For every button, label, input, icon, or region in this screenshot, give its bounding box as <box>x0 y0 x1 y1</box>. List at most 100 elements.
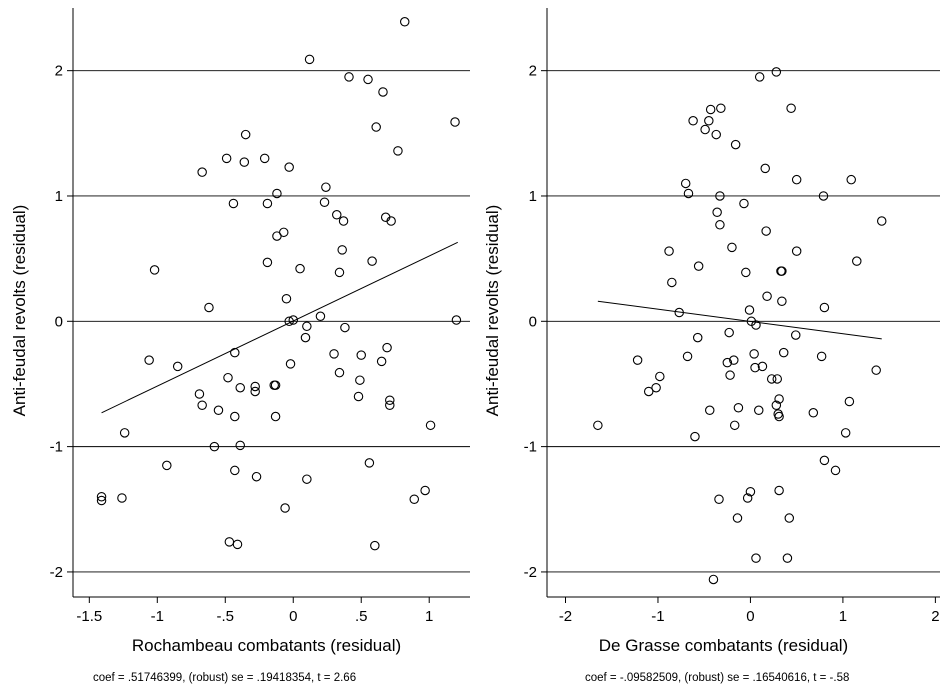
fit-line <box>597 300 882 340</box>
scatter-point <box>213 405 224 416</box>
scatter-point <box>209 441 220 452</box>
x-tick-label: 1 <box>425 608 433 625</box>
scatter-point <box>704 116 714 126</box>
scatter-point <box>751 320 761 330</box>
scatter-point <box>777 266 787 276</box>
scatter-point <box>749 349 759 359</box>
scatter-point <box>786 103 796 114</box>
scatter-point <box>777 296 787 306</box>
scatter-point <box>725 370 735 380</box>
scatter-point <box>96 495 107 506</box>
scatter-point <box>771 400 782 411</box>
scatter-point <box>281 293 292 304</box>
scatter-point <box>593 420 603 431</box>
x-axis-title: Rochambeau combatants (residual) <box>132 636 401 655</box>
scatter-point <box>712 207 722 218</box>
scatter-point <box>319 197 330 207</box>
scatter-point <box>235 440 245 451</box>
scatter-point <box>757 361 768 372</box>
scatter-point <box>774 411 784 422</box>
y-tick-label: 1 <box>55 188 63 205</box>
scatter-point <box>771 67 782 77</box>
scatter-point <box>302 474 312 484</box>
scatter-point <box>451 315 462 325</box>
scatter-point <box>700 124 710 135</box>
scatter-point <box>774 485 784 496</box>
scatter-point <box>760 163 770 174</box>
scatter-point <box>450 117 460 127</box>
scatter-point <box>722 357 733 368</box>
scatter-point <box>643 386 654 397</box>
scatter-point <box>302 321 312 332</box>
scatter-point <box>425 420 436 431</box>
scatter-point <box>754 72 765 82</box>
scatter-point <box>364 458 375 468</box>
scatter-point <box>295 263 305 274</box>
scatter-point <box>371 122 381 132</box>
scatter-point <box>692 332 703 343</box>
scatter-point <box>334 367 345 378</box>
scatter-point <box>744 305 755 315</box>
scatter-point <box>876 216 887 226</box>
y-tick-label: -1 <box>50 439 63 456</box>
scatter-point <box>774 394 784 404</box>
scatter-point <box>334 267 345 278</box>
x-tick-label: 1 <box>839 608 847 625</box>
scatter-point <box>688 116 698 126</box>
scatter-point <box>385 400 395 411</box>
scatter-point <box>730 139 741 150</box>
x-tick-label: 0 <box>746 608 754 625</box>
scatter-point <box>224 537 235 547</box>
scatter-point <box>119 428 130 438</box>
scatter-point <box>772 374 783 384</box>
scatter-point <box>340 322 350 333</box>
scatter-point <box>321 182 331 192</box>
x-tick-label: -1.5 <box>76 608 102 625</box>
scatter-point <box>338 216 349 226</box>
scatter-point <box>778 347 789 358</box>
scatter-point <box>376 356 387 367</box>
scatter-point <box>197 167 207 177</box>
y-axis-title: Anti-feudal revolts (residual) <box>10 205 29 417</box>
scatter-point <box>704 405 715 416</box>
scatter-point <box>221 153 232 164</box>
scatter-point <box>385 395 395 405</box>
scatter-point <box>272 188 282 199</box>
scatter-point <box>337 245 347 255</box>
x-tick-label: -2 <box>559 608 572 625</box>
scatter-point <box>693 261 704 271</box>
scatter-point <box>235 382 245 393</box>
regression-note: coef = -.09582509, (robust) se = .165406… <box>585 672 849 684</box>
scatter-point <box>230 465 240 476</box>
y-tick-label: 0 <box>55 313 63 330</box>
scatter-point <box>830 465 841 476</box>
scatter-point <box>162 460 172 471</box>
scatter-point <box>344 72 354 82</box>
regression-note: coef = .51746399, (robust) se = .1941835… <box>93 672 356 684</box>
scatter-point <box>382 342 392 353</box>
scatter-point <box>250 386 260 397</box>
scatter-point <box>230 347 240 358</box>
x-tick-label: -.5 <box>217 608 235 625</box>
scatter-point <box>288 315 299 325</box>
scatter-point <box>329 349 339 359</box>
scatter-point <box>356 350 366 360</box>
scatter-point <box>232 539 243 550</box>
scatter-point <box>733 403 744 413</box>
scatter-point <box>315 311 326 322</box>
scatter-point <box>840 428 851 438</box>
scatter-point <box>251 471 262 482</box>
scatter-point <box>683 188 694 199</box>
scatter-point <box>727 242 737 253</box>
scatter-point <box>708 574 719 585</box>
y-tick-label: -2 <box>524 564 537 581</box>
scatter-point <box>846 174 856 185</box>
y-tick-label: 1 <box>529 188 537 205</box>
scatter-point <box>716 103 726 114</box>
scatter-point <box>705 104 716 115</box>
y-tick-label: 2 <box>529 63 537 80</box>
y-tick-label: 2 <box>55 63 63 80</box>
scatter-point <box>819 455 830 466</box>
scatter-point <box>808 408 819 418</box>
scatter-point <box>259 153 270 164</box>
